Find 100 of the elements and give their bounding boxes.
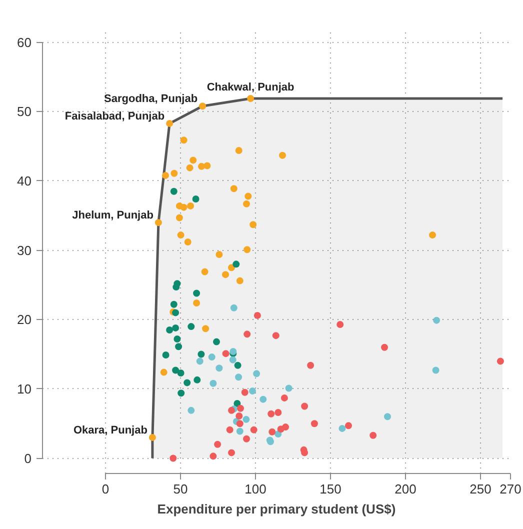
- point: [253, 370, 260, 378]
- point: [160, 368, 168, 376]
- point: [235, 374, 242, 381]
- point: [166, 120, 174, 127]
- point: [432, 366, 440, 374]
- point: [193, 299, 200, 306]
- y-tick-label: 60: [17, 34, 32, 50]
- point: [244, 246, 251, 254]
- annotation: Jhelum, Punjab: [72, 210, 154, 222]
- point: [196, 358, 204, 365]
- point: [216, 364, 223, 372]
- point: [199, 102, 206, 110]
- point: [162, 351, 170, 358]
- x-tick-label: 50: [173, 482, 188, 496]
- point: [175, 343, 182, 350]
- point: [310, 420, 318, 428]
- point: [184, 238, 192, 246]
- point: [429, 232, 436, 239]
- point: [172, 309, 180, 316]
- point: [268, 410, 275, 418]
- point: [162, 172, 169, 179]
- point: [370, 432, 377, 439]
- point: [177, 232, 184, 239]
- point: [249, 388, 256, 395]
- point: [384, 413, 391, 420]
- point: [229, 356, 236, 364]
- point: [154, 219, 162, 226]
- point: [188, 406, 195, 414]
- point: [210, 452, 217, 460]
- point: [188, 323, 195, 330]
- x-tick-label: 0: [102, 482, 110, 496]
- point: [208, 354, 216, 361]
- point: [234, 400, 241, 407]
- point: [170, 188, 178, 195]
- x-tick-label: 100: [244, 482, 266, 496]
- point: [254, 312, 261, 319]
- point: [166, 326, 174, 334]
- point: [236, 277, 244, 284]
- point: [187, 202, 194, 210]
- point: [433, 316, 440, 324]
- point: [180, 204, 188, 211]
- point: [244, 330, 251, 338]
- point: [172, 284, 180, 291]
- point: [228, 406, 235, 414]
- point: [230, 348, 237, 355]
- point: [285, 384, 292, 392]
- point: [222, 350, 230, 358]
- point: [338, 424, 346, 432]
- point: [177, 370, 184, 376]
- point: [237, 404, 244, 412]
- point: [198, 350, 205, 358]
- point: [148, 434, 156, 441]
- x-tick-label: 200: [394, 482, 416, 496]
- point: [184, 379, 191, 386]
- point: [244, 192, 252, 200]
- point: [336, 320, 344, 328]
- point: [170, 170, 178, 177]
- point: [190, 156, 197, 164]
- point: [260, 396, 267, 403]
- point: [214, 440, 222, 448]
- point: [202, 325, 210, 332]
- point: [250, 426, 258, 434]
- point: [226, 426, 234, 434]
- point: [216, 250, 223, 258]
- y-tick-label: 50: [17, 104, 32, 120]
- y-tick-label: 20: [17, 312, 32, 328]
- x-axis-title: Expenditure per primary student (US$): [157, 502, 396, 516]
- point: [345, 422, 352, 430]
- point: [194, 376, 201, 384]
- point: [170, 454, 177, 462]
- point: [222, 271, 229, 278]
- annotation: Faisalabad, Punjab: [64, 110, 165, 122]
- point: [170, 300, 178, 308]
- point: [201, 268, 208, 276]
- y-tick-label: 30: [17, 242, 32, 258]
- x-tick-label: 250: [470, 482, 492, 496]
- point: [307, 362, 314, 369]
- point: [210, 380, 217, 387]
- point: [235, 147, 242, 154]
- point: [230, 185, 238, 192]
- x-tick-label: 270: [500, 482, 522, 496]
- point: [193, 290, 200, 297]
- y-tick-label: 10: [17, 381, 32, 396]
- point: [280, 394, 288, 402]
- point: [301, 402, 308, 410]
- point: [274, 409, 282, 416]
- x-tick-label: 150: [320, 482, 342, 496]
- annotation: Okara, Punjab: [73, 424, 148, 436]
- point: [230, 304, 238, 312]
- point: [234, 362, 242, 369]
- annotation: Sargodha, Punjab: [104, 93, 198, 106]
- point: [228, 264, 235, 272]
- point: [172, 366, 180, 374]
- y-tick-label: 0: [24, 450, 32, 466]
- point: [228, 449, 235, 456]
- point: [176, 214, 183, 222]
- point: [213, 338, 220, 346]
- point: [496, 358, 504, 365]
- point: [198, 162, 205, 170]
- point: [243, 435, 250, 442]
